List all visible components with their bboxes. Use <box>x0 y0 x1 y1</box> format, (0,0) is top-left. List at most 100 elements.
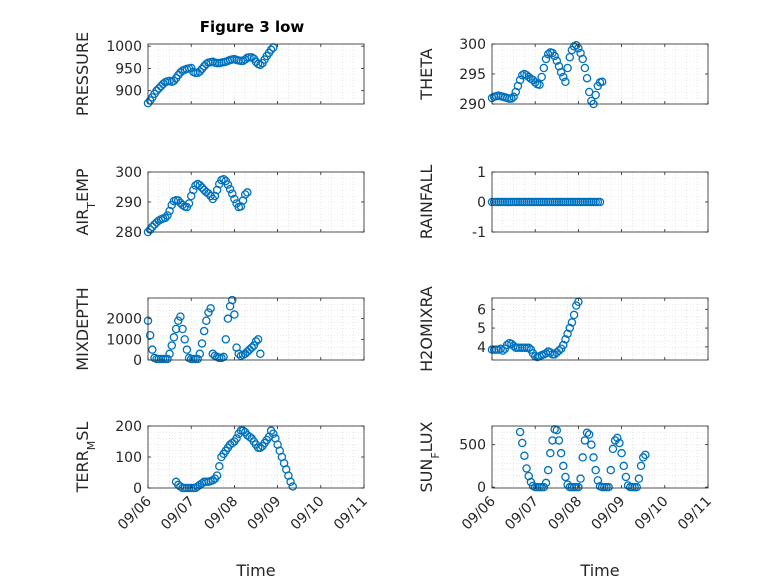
data-point <box>584 430 594 439</box>
axes-box <box>147 43 365 105</box>
panel-air-temp: 280 290 300 AIRTEMP <box>73 165 365 241</box>
y-tick-label: 4 <box>477 340 486 356</box>
data-point <box>148 222 157 232</box>
data-point <box>528 75 538 85</box>
data-point <box>552 56 562 66</box>
data-point <box>608 444 618 454</box>
data-point <box>591 90 600 100</box>
chart-title: Figure 3 low <box>200 18 305 36</box>
data-point <box>522 464 531 473</box>
y-tick-label: 200 <box>115 419 142 435</box>
x-axis-label: Time <box>235 561 275 580</box>
data-point <box>574 482 583 492</box>
data-point <box>223 180 233 189</box>
y-tick-label: 295 <box>459 67 486 83</box>
data-point <box>561 77 570 87</box>
data-point <box>184 199 194 208</box>
data-point <box>227 295 237 305</box>
data-point <box>613 433 622 443</box>
data-point <box>636 461 646 471</box>
data-point <box>219 174 228 184</box>
data-point <box>173 196 183 205</box>
data-point <box>524 343 533 353</box>
y-tick-label: 2000 <box>106 312 142 328</box>
grid <box>491 43 709 105</box>
data-point <box>559 340 568 350</box>
data-point <box>548 436 557 445</box>
data-point <box>154 84 164 93</box>
data-point <box>578 453 587 462</box>
data-point <box>550 51 559 61</box>
data-point <box>610 436 620 445</box>
y-axis-label: RAINFALL <box>417 165 436 240</box>
data-point <box>221 335 231 344</box>
data-point <box>569 310 579 320</box>
data-point <box>565 323 575 333</box>
grid <box>491 171 709 233</box>
y-tick-label: 0 <box>133 481 142 497</box>
data-point <box>496 344 505 353</box>
data-point <box>212 471 222 480</box>
data-point <box>148 345 157 354</box>
data-point <box>169 76 179 86</box>
data-point <box>269 429 278 438</box>
data-point <box>256 60 265 70</box>
y-tick-label: -1 <box>472 225 486 241</box>
y-tick-label: 280 <box>115 225 142 241</box>
data-point <box>541 54 551 64</box>
data-point <box>619 461 629 471</box>
data-point <box>145 330 155 340</box>
data-point <box>582 73 592 83</box>
data-point <box>197 339 207 348</box>
panel-rainfall: -1 0 1 RAINFALL <box>417 165 709 241</box>
y-tick-label: 0 <box>477 480 486 496</box>
data-point <box>219 352 228 362</box>
data-point <box>589 453 598 462</box>
data-point <box>559 72 568 82</box>
data-point <box>180 335 189 344</box>
data-markers <box>143 295 265 364</box>
data-point <box>230 194 239 204</box>
panel-h2omixra: 4 5 6 H2OMIXRA <box>417 286 709 372</box>
data-markers <box>171 426 297 493</box>
y-tick-label: 1000 <box>106 39 142 55</box>
data-point <box>556 448 566 458</box>
data-point <box>195 349 205 359</box>
panel-theta: 290 295 300 THETA <box>417 37 709 113</box>
data-point <box>582 428 592 438</box>
y-tick-label: 5 <box>477 321 486 337</box>
data-point <box>517 438 527 448</box>
data-point <box>197 64 207 74</box>
data-point <box>227 189 237 198</box>
data-point <box>595 197 605 207</box>
data-point <box>498 346 508 355</box>
y-tick-label: 900 <box>115 84 142 100</box>
data-point <box>163 354 172 364</box>
data-point <box>539 482 549 492</box>
data-point <box>206 304 215 313</box>
data-point <box>621 472 631 482</box>
data-point <box>199 326 209 336</box>
data-point <box>563 63 572 73</box>
data-point <box>193 354 202 364</box>
data-point <box>578 54 587 64</box>
data-point <box>253 335 263 344</box>
data-point <box>167 341 177 350</box>
data-point <box>227 438 237 448</box>
data-point <box>597 77 607 87</box>
data-point <box>535 80 544 90</box>
data-point <box>509 92 518 102</box>
data-point <box>249 341 259 350</box>
data-point <box>266 45 276 55</box>
data-point <box>515 75 525 85</box>
data-point <box>507 94 516 103</box>
data-point <box>580 63 590 73</box>
data-point <box>176 68 185 77</box>
data-point <box>576 474 585 483</box>
y-tick-label: 0 <box>477 195 486 211</box>
y-tick-label: 290 <box>459 97 486 113</box>
data-point <box>240 190 250 199</box>
data-point <box>541 478 551 488</box>
data-markers <box>143 174 252 237</box>
